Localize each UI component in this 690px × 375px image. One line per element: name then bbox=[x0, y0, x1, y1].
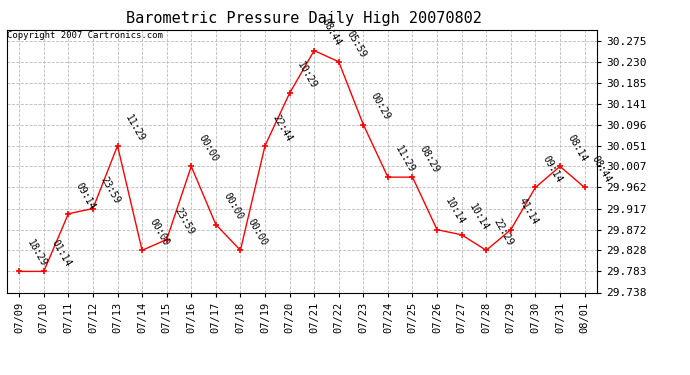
Text: 00:00: 00:00 bbox=[148, 217, 171, 248]
Text: 10:14: 10:14 bbox=[467, 202, 491, 232]
Text: 23:59: 23:59 bbox=[172, 206, 195, 237]
Text: 00:00: 00:00 bbox=[197, 133, 220, 164]
Text: 09:14: 09:14 bbox=[541, 154, 564, 184]
Text: 05:59: 05:59 bbox=[344, 28, 368, 59]
Text: 23:59: 23:59 bbox=[99, 176, 122, 206]
Text: 08:44: 08:44 bbox=[590, 154, 613, 184]
Text: 10:14: 10:14 bbox=[442, 196, 466, 227]
Text: 22:29: 22:29 bbox=[492, 217, 515, 248]
Text: 09:14: 09:14 bbox=[74, 180, 97, 211]
Text: 00:00: 00:00 bbox=[246, 217, 269, 248]
Text: 10:29: 10:29 bbox=[295, 60, 319, 90]
Text: 08:44: 08:44 bbox=[319, 17, 343, 48]
Text: 00:00: 00:00 bbox=[221, 191, 245, 222]
Text: Copyright 2007 Cartronics.com: Copyright 2007 Cartronics.com bbox=[8, 32, 164, 40]
Text: 22:44: 22:44 bbox=[270, 112, 294, 143]
Text: 08:29: 08:29 bbox=[418, 144, 442, 174]
Text: Barometric Pressure Daily High 20070802: Barometric Pressure Daily High 20070802 bbox=[126, 11, 482, 26]
Text: 11:29: 11:29 bbox=[393, 144, 417, 174]
Text: 41:14: 41:14 bbox=[516, 196, 540, 227]
Text: 11:29: 11:29 bbox=[123, 112, 146, 143]
Text: 08:14: 08:14 bbox=[566, 133, 589, 164]
Text: 18:29: 18:29 bbox=[25, 238, 48, 268]
Text: 00:29: 00:29 bbox=[369, 92, 392, 122]
Text: 01:14: 01:14 bbox=[49, 238, 72, 268]
